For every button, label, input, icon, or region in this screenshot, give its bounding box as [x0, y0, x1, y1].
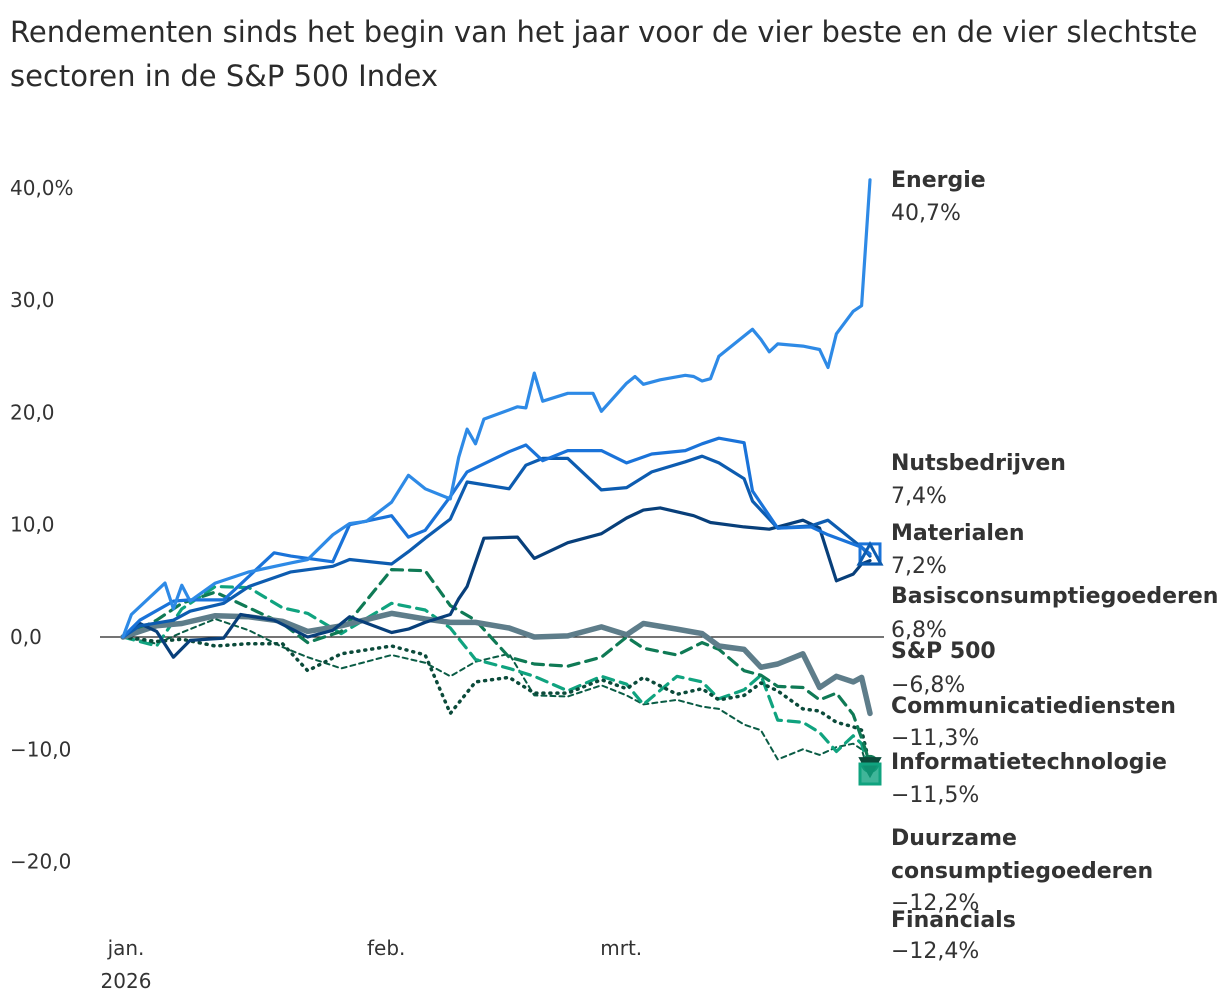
label-informatietechnologie: Informatietechnologie −11,5%: [891, 750, 1167, 808]
series-name-label: Energie: [891, 168, 986, 193]
series-line-materialen: [121, 454, 872, 639]
label-duurzame-consumptiegoederen: Duurzame consumptiegoederen −12,2%: [891, 826, 1153, 916]
label-nutsbedrijven: Nutsbedrijven 7,4%: [891, 451, 1066, 509]
series-value-label: 6,8%: [891, 618, 947, 643]
series-value-label: 7,2%: [891, 554, 947, 579]
y-tick-label: 40,0%: [10, 176, 74, 200]
x-tick-label: jan.: [107, 936, 145, 960]
series-name-label: S&P 500: [891, 639, 996, 664]
y-tick-label: 10,0: [10, 513, 55, 537]
end-marker-duurzame-consumptiegoederen: [858, 762, 882, 786]
x-tick-year-label: 2026: [101, 969, 152, 993]
series-name-label: Communicatiediensten: [891, 694, 1176, 719]
end-marker-materialen: [856, 541, 884, 566]
series-value-label: −12,4%: [891, 939, 979, 964]
series-name-label: Financials: [891, 908, 1016, 933]
x-tick-label: feb.: [367, 936, 405, 960]
series-line-informatietechnologie: [121, 635, 872, 768]
series-value-label: −6,8%: [891, 673, 965, 698]
series-line-energie: [121, 178, 872, 639]
y-tick-label: −20,0: [10, 850, 71, 874]
y-tick-label: 20,0: [10, 400, 55, 424]
series-value-label: −12,2%: [891, 891, 979, 916]
series-value-label: 7,4%: [891, 484, 947, 509]
series-name-label: Nutsbedrijven: [891, 451, 1066, 476]
label-basisconsumptiegoederen: Basisconsumptiegoederen 6,8%: [891, 584, 1218, 643]
y-tick-label: 30,0: [10, 288, 55, 312]
series-name-label: Duurzame: [891, 826, 1017, 851]
series-line-basisconsumptiegoederen: [121, 506, 872, 659]
x-axis: jan. 2026 feb. mrt.: [101, 936, 643, 993]
series-name-label: Basisconsumptiegoederen: [891, 584, 1218, 609]
chart-title: Rendementen sinds het begin van het jaar…: [10, 15, 1198, 93]
label-communicatiediensten: Communicatiediensten −11,3%: [891, 694, 1176, 751]
series-line-sandp-500: [120, 610, 873, 717]
label-sandp-500: S&P 500 −6,8%: [891, 639, 996, 698]
y-tick-label: −10,0: [10, 737, 71, 761]
label-financials: Financials −12,4%: [891, 908, 1016, 964]
series-value-label: −11,5%: [891, 783, 979, 808]
x-tick-label: mrt.: [600, 936, 642, 960]
series-layer: [120, 178, 873, 778]
series-name-label: Informatietechnologie: [891, 750, 1167, 775]
series-value-label: 40,7%: [891, 201, 961, 226]
end-markers: [856, 541, 884, 786]
series-line-duurzame-consumptiegoederen: [121, 584, 872, 776]
label-materialen: Materialen 7,2%: [891, 521, 1025, 579]
y-axis: 40,0% 30,0 20,0 10,0 0,0 −10,0 −20,0: [10, 176, 74, 874]
series-line-nutsbedrijven: [121, 436, 872, 639]
series-name-label: Materialen: [891, 521, 1025, 546]
series-value-label: −11,3%: [891, 726, 979, 751]
series-name-label: consumptiegoederen: [891, 859, 1153, 884]
direct-labels: Energie 40,7% Nutsbedrijven 7,4% Materialen 7…: [891, 168, 1218, 964]
y-tick-label: 0,0: [10, 625, 42, 649]
label-energie: Energie 40,7%: [891, 168, 986, 226]
